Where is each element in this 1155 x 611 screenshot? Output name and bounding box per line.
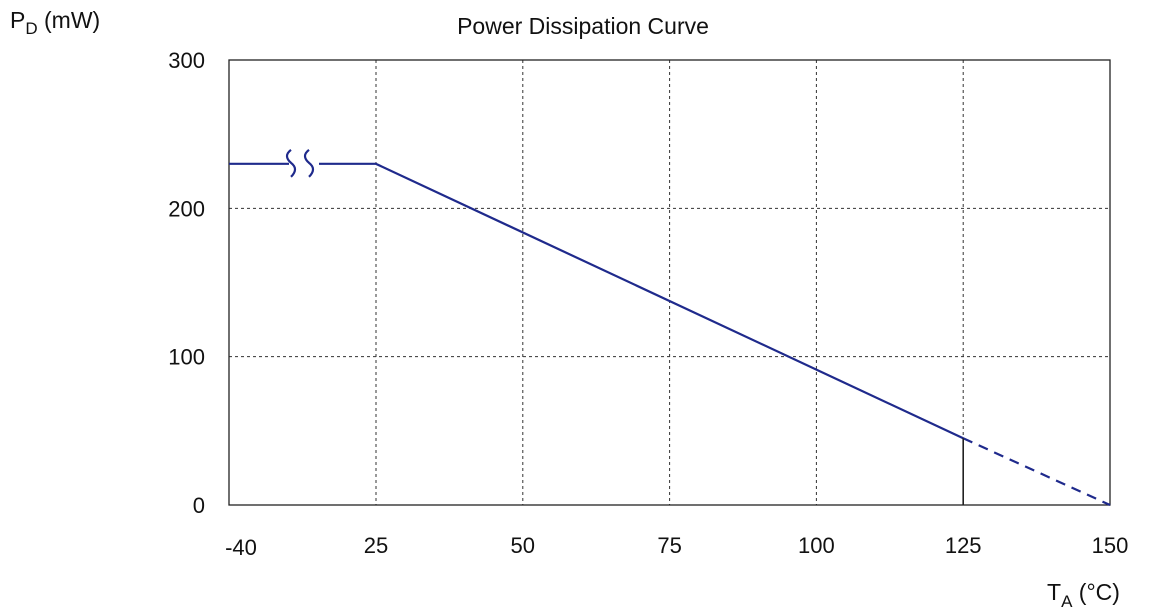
grid-lines [229,60,1110,505]
power-dissipation-line [229,162,964,440]
x-tick-label: 25 [364,533,388,558]
y-tick-label: 300 [168,48,205,73]
x-tick-label: 125 [945,533,982,558]
x-tick-label: 100 [798,533,835,558]
y-axis-label: PD (mW) [10,7,100,38]
x-axis-label: TA (°C) [1047,579,1120,611]
y-axis-unit: (mW) [38,7,101,33]
axis-break-gap [289,160,319,167]
x-tick-label: 50 [511,533,535,558]
y-axis-symbol: P [10,7,25,33]
x-axis-unit: (°C) [1072,579,1120,605]
x-axis-symbol: T [1047,579,1061,605]
derating-extension-line [962,437,1111,507]
axis-break-symbol [285,148,319,178]
plot-area-frame [228,59,1111,506]
x-tick-label: 75 [657,533,681,558]
x-tick-label: -40 [225,535,257,560]
chart-title: Power Dissipation Curve [457,13,709,39]
y-tick-label: 100 [168,345,205,370]
tick-labels: 0 100 200 300 -40 25 50 75 100 125 150 [168,48,1128,560]
y-tick-label: 200 [168,196,205,221]
y-tick-label: 0 [193,493,205,518]
axis-break-mark-left [285,148,297,178]
axis-break-mark-right [303,148,315,178]
x-tick-label: 150 [1092,533,1129,558]
y-axis-subscript: D [25,19,37,38]
series-layer [229,148,1111,507]
x-axis-subscript: A [1061,592,1073,611]
